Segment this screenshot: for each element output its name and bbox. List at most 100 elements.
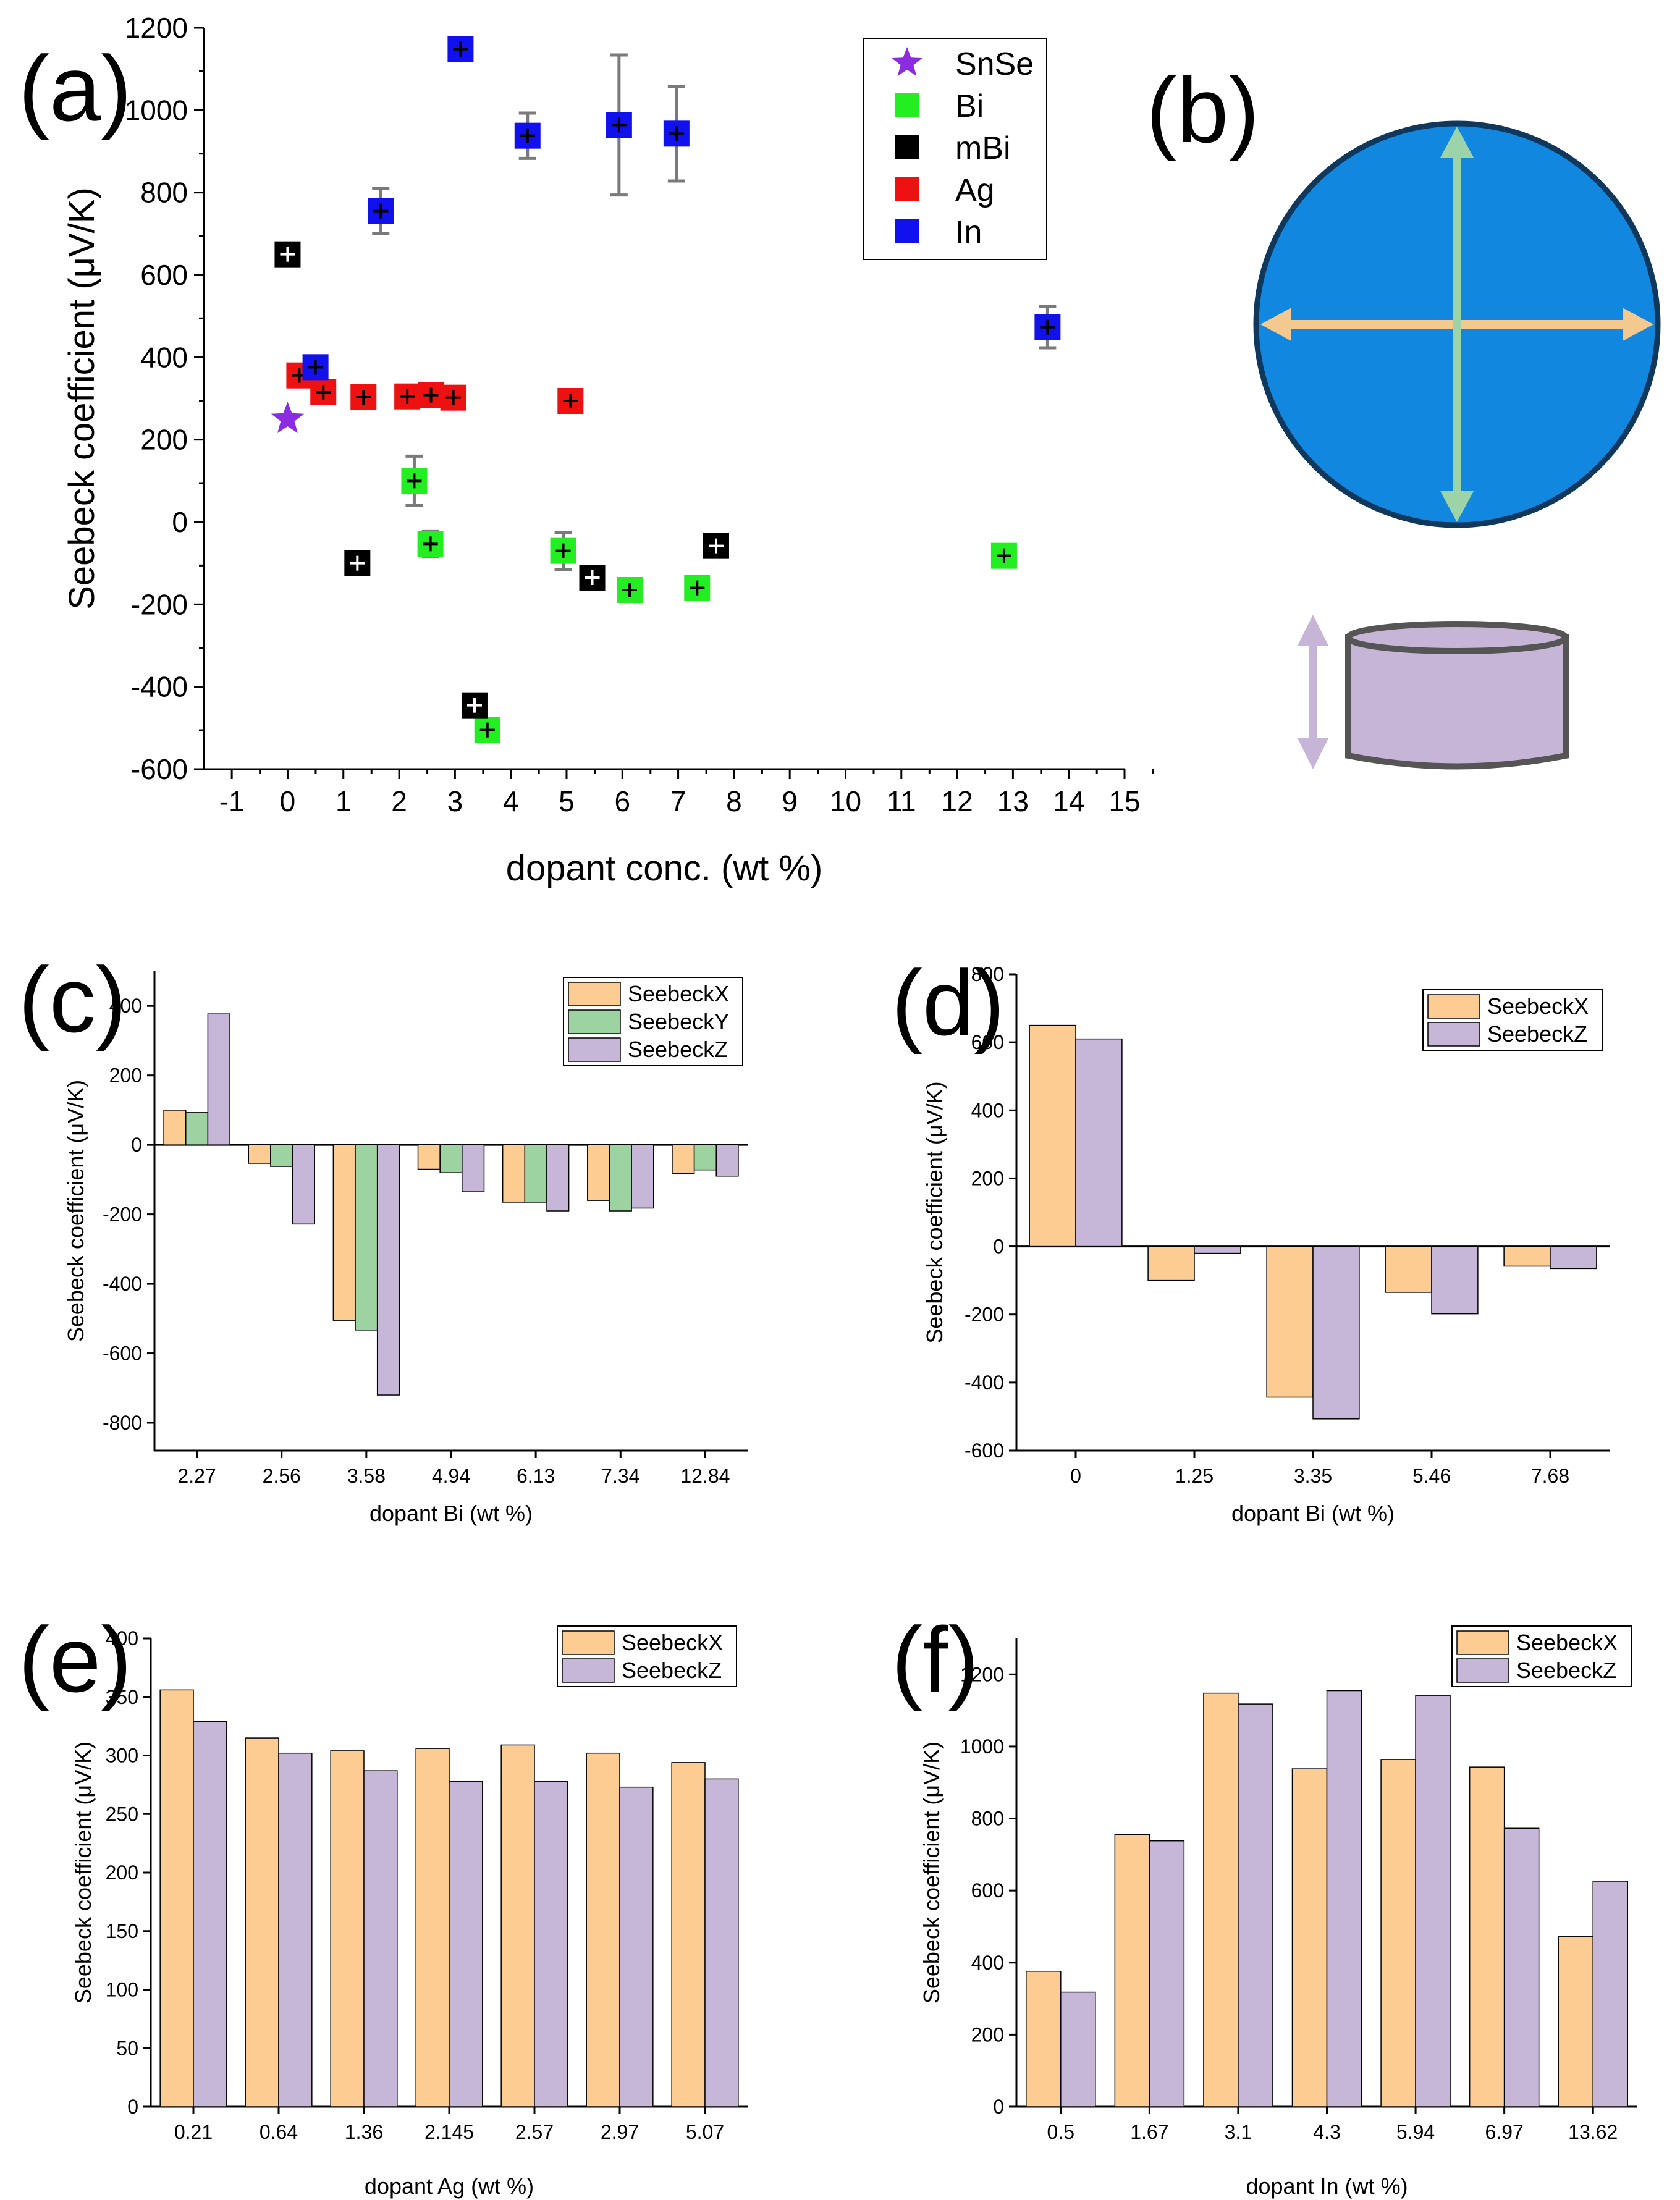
bar-SeebeckY bbox=[609, 1144, 632, 1212]
x-tick-label: 3.58 bbox=[347, 1465, 386, 1487]
y-tick-label: 300 bbox=[106, 1745, 138, 1767]
y-tick-label: -200 bbox=[131, 588, 188, 620]
y-tick-label: 0 bbox=[172, 506, 188, 538]
x-tick-label: 0.5 bbox=[1047, 2121, 1074, 2143]
x-tick-label: 5 bbox=[559, 785, 575, 817]
x-tick-label: 4 bbox=[503, 785, 519, 817]
y-tick-label: 400 bbox=[106, 1627, 138, 1650]
y-tick-label: 400 bbox=[971, 1099, 1004, 1121]
bar-SeebeckZ bbox=[1238, 1703, 1273, 2107]
bar-SeebeckZ bbox=[631, 1144, 654, 1209]
x-tick-label: 0.64 bbox=[260, 2121, 298, 2143]
legend-marker-Bi bbox=[895, 93, 919, 117]
bar-SeebeckY bbox=[185, 1112, 209, 1145]
x-tick-label: 13 bbox=[997, 785, 1029, 817]
legend-swatch-SeebeckX bbox=[568, 982, 621, 1006]
y-axis-title: Seebeck coefficient (μV/K) bbox=[919, 1742, 944, 2004]
arrow-head-icon bbox=[1260, 308, 1291, 341]
y-tick-label: 200 bbox=[971, 1167, 1004, 1189]
legend-swatch-SeebeckX bbox=[562, 1630, 615, 1655]
x-axis-title: dopant conc. (wt %) bbox=[506, 848, 823, 888]
x-tick-label: 9 bbox=[782, 785, 798, 817]
y-tick-label: 50 bbox=[116, 2037, 138, 2059]
x-tick-label: 6.13 bbox=[517, 1465, 555, 1487]
x-tick-label: 12.84 bbox=[680, 1465, 730, 1487]
y-axis-title: Seebeck coefficient (μV/K) bbox=[63, 1080, 88, 1342]
x-tick-label: 2.27 bbox=[177, 1465, 216, 1487]
panel-label-a: (a) bbox=[19, 36, 132, 140]
legend-swatch-SeebeckZ bbox=[562, 1658, 615, 1683]
panel-f: (f) 0 200 400 600 800 1000 1200 0.5 1.67 3.1 4.3 5.9… bbox=[892, 1608, 1637, 2199]
x-axis-title: dopant In (wt %) bbox=[1246, 2173, 1408, 2199]
panel-a: (a)-1 0 1 2 3 4 5 6 7 8 9 10 11 12 13 14 15-600-400-2000… bbox=[19, 12, 1154, 888]
y-tick-label: 0 bbox=[993, 1236, 1004, 1258]
bar-SeebeckX bbox=[332, 1144, 356, 1321]
bar-SeebeckX bbox=[417, 1144, 441, 1170]
bar-SeebeckX bbox=[1029, 1024, 1076, 1247]
bar-SeebeckX bbox=[500, 1744, 535, 2107]
bar-SeebeckX bbox=[1291, 1768, 1328, 2107]
legend-label: SeebeckX bbox=[628, 981, 729, 1006]
y-tick-label: -400 bbox=[131, 671, 188, 703]
bar-SeebeckZ bbox=[1431, 1245, 1479, 1315]
x-axis-title: dopant Ag (wt %) bbox=[365, 2173, 534, 2199]
bar-SeebeckZ bbox=[715, 1144, 739, 1177]
y-tick-label: 200 bbox=[140, 424, 188, 456]
x-tick-label: 6 bbox=[614, 785, 630, 817]
y-tick-label: 200 bbox=[971, 2023, 1004, 2046]
y-tick-label: 1000 bbox=[125, 94, 188, 126]
bar-SeebeckX bbox=[1558, 1936, 1593, 2107]
y-tick-label: 0 bbox=[127, 2096, 138, 2118]
x-axis-title: dopant Bi (wt %) bbox=[369, 1501, 533, 1526]
x-tick-label: 7 bbox=[670, 785, 686, 817]
y-tick-label: 800 bbox=[971, 1808, 1004, 1830]
y-tick-label: -600 bbox=[103, 1342, 142, 1365]
bar-SeebeckX bbox=[245, 1737, 279, 2107]
bar-SeebeckZ bbox=[1194, 1245, 1241, 1254]
bar-SeebeckX bbox=[586, 1752, 620, 2107]
arrow-head-icon bbox=[1298, 615, 1328, 646]
sample-cylinder bbox=[1345, 634, 1569, 770]
bar-SeebeckZ bbox=[449, 1781, 483, 2107]
legend-marker-Ag bbox=[895, 177, 919, 201]
legend-swatch-SeebeckZ bbox=[1456, 1658, 1509, 1683]
y-tick-label: -400 bbox=[965, 1372, 1004, 1394]
x-tick-label: 3.35 bbox=[1294, 1465, 1332, 1487]
legend-swatch-SeebeckZ bbox=[568, 1037, 621, 1062]
y-tick-label: -600 bbox=[965, 1439, 1004, 1462]
panel-label-c: (c) bbox=[19, 948, 127, 1052]
y-tick-label: 250 bbox=[106, 1803, 138, 1825]
legend-swatch-SeebeckZ bbox=[1427, 1022, 1480, 1047]
bar-SeebeckZ bbox=[1326, 1690, 1362, 2107]
panel-d: (d) -600 -400 -200 0 200 400 600 800 0 1.25 3.35 5.4… bbox=[892, 951, 1610, 1526]
x-tick-label: 5.94 bbox=[1396, 2121, 1435, 2143]
y-tick-label: 200 bbox=[109, 1064, 142, 1087]
x-tick-label: -1 bbox=[219, 785, 245, 817]
y-tick-label: 400 bbox=[109, 995, 142, 1017]
data-point-SnSe bbox=[271, 402, 305, 433]
legend-label: SeebeckZ bbox=[622, 1658, 722, 1683]
bar-SeebeckX bbox=[502, 1144, 526, 1203]
bar-SeebeckZ bbox=[1060, 1991, 1096, 2107]
bar-SeebeckZ bbox=[704, 1778, 739, 2107]
y-tick-label: 800 bbox=[140, 177, 188, 209]
bar-SeebeckZ bbox=[278, 1752, 313, 2107]
x-tick-label: 3 bbox=[447, 785, 463, 817]
x-tick-label: 7.68 bbox=[1531, 1465, 1569, 1487]
y-tick-label: 150 bbox=[106, 1920, 138, 1942]
x-tick-label: 13.62 bbox=[1568, 2121, 1618, 2143]
bar-SeebeckZ bbox=[1503, 1827, 1540, 2107]
y-tick-label: 600 bbox=[140, 259, 188, 291]
x-tick-label: 7.34 bbox=[601, 1465, 639, 1487]
x-tick-label: 11 bbox=[887, 785, 916, 817]
x-tick-label: 2.57 bbox=[515, 2121, 554, 2143]
cylinder-top bbox=[1345, 621, 1569, 654]
bar-SeebeckZ bbox=[1592, 1881, 1628, 2107]
legend bbox=[863, 38, 1047, 260]
x-tick-label: 4.3 bbox=[1313, 2121, 1340, 2143]
bar-SeebeckY bbox=[355, 1144, 378, 1331]
panel-label-e: (e) bbox=[19, 1608, 132, 1711]
y-tick-label: 200 bbox=[106, 1861, 138, 1884]
bar-SeebeckY bbox=[270, 1144, 293, 1167]
